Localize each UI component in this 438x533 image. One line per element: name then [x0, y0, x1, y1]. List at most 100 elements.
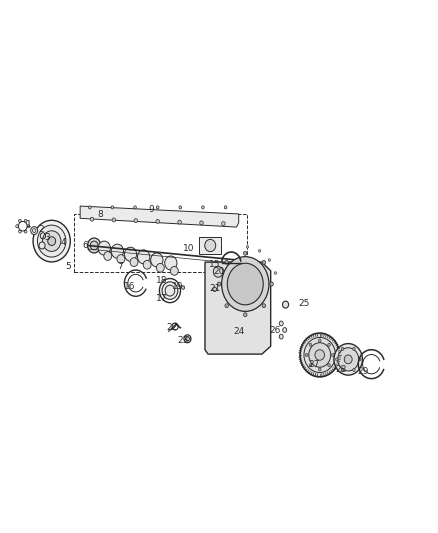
Ellipse shape: [328, 364, 330, 367]
Polygon shape: [80, 206, 239, 227]
Text: 17: 17: [156, 294, 168, 303]
Ellipse shape: [309, 364, 312, 367]
Text: 5: 5: [65, 262, 71, 271]
Ellipse shape: [31, 227, 38, 235]
Ellipse shape: [300, 333, 339, 377]
Ellipse shape: [200, 221, 203, 225]
Ellipse shape: [130, 258, 138, 266]
Text: 10: 10: [183, 245, 194, 254]
Ellipse shape: [201, 206, 204, 209]
Text: 19: 19: [172, 282, 183, 290]
Ellipse shape: [262, 304, 265, 308]
Text: 16: 16: [124, 282, 135, 290]
Ellipse shape: [112, 218, 116, 222]
Ellipse shape: [217, 282, 221, 286]
Ellipse shape: [27, 225, 30, 228]
Text: 27: 27: [309, 360, 320, 369]
Bar: [199, 237, 221, 254]
Text: 26: 26: [269, 326, 281, 335]
Text: 1: 1: [25, 220, 32, 229]
Ellipse shape: [18, 230, 21, 233]
Ellipse shape: [225, 260, 229, 264]
Ellipse shape: [338, 348, 359, 371]
Ellipse shape: [336, 358, 338, 361]
Ellipse shape: [170, 266, 178, 275]
Text: 24: 24: [233, 327, 244, 336]
Ellipse shape: [283, 328, 286, 333]
Ellipse shape: [33, 220, 70, 262]
Ellipse shape: [344, 355, 352, 364]
Ellipse shape: [353, 368, 355, 372]
Ellipse shape: [98, 241, 110, 255]
Ellipse shape: [165, 285, 175, 296]
Ellipse shape: [104, 252, 112, 260]
Bar: [74, 214, 247, 272]
Ellipse shape: [244, 252, 247, 255]
Text: 2: 2: [39, 225, 44, 234]
Ellipse shape: [111, 244, 124, 258]
Ellipse shape: [117, 255, 125, 263]
Text: 4: 4: [61, 238, 66, 247]
Ellipse shape: [222, 222, 225, 225]
Ellipse shape: [90, 217, 94, 221]
Ellipse shape: [358, 358, 361, 361]
Text: 23: 23: [177, 336, 189, 345]
Ellipse shape: [151, 253, 163, 267]
Ellipse shape: [178, 220, 181, 224]
Text: 21: 21: [209, 284, 220, 293]
Ellipse shape: [318, 368, 321, 371]
Ellipse shape: [222, 257, 269, 311]
Ellipse shape: [124, 247, 137, 261]
Ellipse shape: [32, 229, 36, 232]
Ellipse shape: [88, 206, 91, 209]
Text: 3: 3: [44, 232, 50, 241]
Text: 25: 25: [299, 299, 310, 308]
Ellipse shape: [332, 353, 334, 357]
Text: 6: 6: [82, 241, 88, 250]
Ellipse shape: [186, 336, 189, 341]
Text: 8: 8: [98, 211, 104, 219]
Ellipse shape: [309, 343, 312, 346]
Ellipse shape: [328, 343, 330, 346]
Ellipse shape: [16, 225, 18, 228]
Ellipse shape: [24, 220, 27, 222]
Ellipse shape: [42, 231, 61, 252]
Ellipse shape: [134, 206, 136, 209]
Ellipse shape: [162, 282, 178, 300]
Ellipse shape: [213, 287, 216, 292]
Ellipse shape: [37, 225, 66, 257]
Ellipse shape: [18, 220, 21, 222]
Ellipse shape: [353, 347, 355, 350]
Ellipse shape: [39, 242, 45, 249]
Ellipse shape: [90, 241, 98, 250]
Ellipse shape: [309, 343, 331, 367]
Ellipse shape: [225, 304, 229, 308]
Ellipse shape: [279, 321, 283, 326]
Ellipse shape: [213, 266, 223, 277]
Ellipse shape: [182, 286, 184, 289]
Ellipse shape: [274, 272, 276, 274]
Ellipse shape: [179, 206, 182, 209]
Ellipse shape: [48, 237, 56, 246]
Ellipse shape: [244, 313, 247, 317]
Ellipse shape: [318, 339, 321, 342]
Ellipse shape: [134, 219, 138, 223]
Ellipse shape: [24, 230, 27, 233]
Ellipse shape: [205, 239, 215, 252]
Ellipse shape: [270, 282, 273, 286]
Ellipse shape: [279, 334, 283, 339]
Text: 18: 18: [156, 276, 168, 285]
Ellipse shape: [165, 256, 177, 270]
Ellipse shape: [88, 238, 101, 253]
Ellipse shape: [224, 206, 227, 209]
Text: 7: 7: [117, 262, 124, 271]
Ellipse shape: [156, 220, 159, 223]
Ellipse shape: [315, 350, 325, 360]
Ellipse shape: [262, 260, 265, 264]
Ellipse shape: [258, 249, 261, 252]
Polygon shape: [205, 262, 271, 354]
Ellipse shape: [341, 368, 344, 372]
Text: 15: 15: [209, 260, 220, 269]
Ellipse shape: [268, 259, 271, 261]
Ellipse shape: [305, 353, 308, 357]
